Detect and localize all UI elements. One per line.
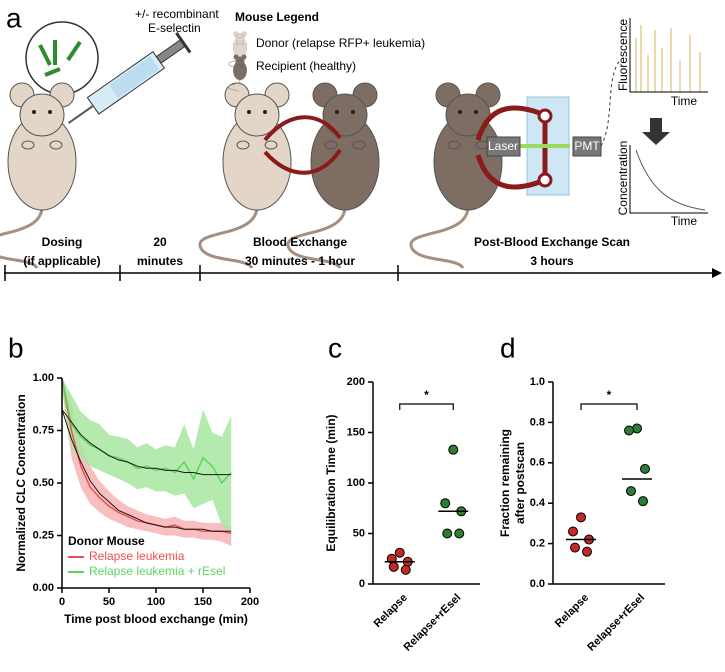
x-tick-label: Relapse+rEsel <box>402 592 464 654</box>
data-point <box>388 561 399 572</box>
phase-subtitle: (if applicable) <box>23 254 100 268</box>
y-tick-label: 100 <box>347 477 365 489</box>
y-tick-label: 1.0 <box>530 376 545 388</box>
x-tick-label: 100 <box>147 596 165 608</box>
y-tick-label: 200 <box>347 376 365 388</box>
legend-item: Donor (relapse RFP+ leukemia) <box>256 36 425 50</box>
significance-label: * <box>424 388 429 402</box>
cells-icon <box>38 40 82 77</box>
fluorescence-spikes <box>635 25 701 92</box>
x-tick-label: Relapse+rEsel <box>585 592 647 654</box>
legend-label: Relapse leukemia <box>89 549 185 563</box>
phase-title: Blood Exchange <box>253 235 347 249</box>
y-tick-label: 0.4 <box>530 497 546 509</box>
y-tick-label: 0.50 <box>33 477 54 489</box>
exchange-loop <box>263 115 342 142</box>
pmt-box <box>572 136 602 157</box>
panel-label: d <box>500 332 516 363</box>
data-point <box>394 547 405 558</box>
y-axis-label: Fraction remaining <box>498 429 512 537</box>
phase-title: Dosing <box>42 235 83 249</box>
signal-link <box>600 59 621 147</box>
mini-axis-label: Time <box>671 94 698 108</box>
mini-axis <box>629 18 708 93</box>
y-axis-label: Normalized CLC Concentration <box>14 394 28 571</box>
exchange-loop <box>263 148 342 175</box>
y-tick-label: 0 <box>359 578 365 590</box>
band <box>62 378 232 534</box>
x-tick-label: 50 <box>103 596 115 608</box>
x-tick-label: 0 <box>59 596 65 608</box>
data-point <box>582 546 592 557</box>
phase-title: 20 <box>153 235 167 249</box>
significance-bracket <box>580 403 638 410</box>
phase-subtitle: minutes <box>137 254 183 268</box>
phase-title: Post-Blood Exchange Scan <box>474 235 630 249</box>
fit-line <box>61 409 232 532</box>
legend-title: Donor Mouse <box>68 534 145 548</box>
x-axis-label: Time post blood exchange (min) <box>64 612 248 626</box>
y-tick-label: 0.0 <box>530 578 545 590</box>
y-tick-label: 150 <box>347 426 365 438</box>
x-tick-label: 150 <box>194 596 212 608</box>
y-axis-label: Equilibration Time (min) <box>324 414 338 551</box>
y-tick-label: 0.2 <box>530 538 545 550</box>
data-point <box>570 542 580 553</box>
panel-label: b <box>8 332 24 363</box>
data-point <box>626 486 636 497</box>
legend-title: Mouse Legend <box>235 10 319 24</box>
fit-line <box>61 409 232 476</box>
port <box>537 108 553 124</box>
data-point <box>576 512 586 523</box>
y-tick-label: 1.00 <box>33 372 54 384</box>
pmt-label: PMT <box>574 139 600 153</box>
mini-curve <box>635 149 706 211</box>
phase-subtitle: 30 minutes - 1 hour <box>245 254 355 268</box>
data-point <box>454 528 465 539</box>
data-point <box>440 498 451 509</box>
phase-subtitle: 3 hours <box>530 254 574 268</box>
band <box>62 378 232 546</box>
timeline-ticks <box>4 265 399 281</box>
mini-axis-label: Fluorescence <box>616 19 630 91</box>
schematic: a +/- recombinant E-selectin Mouse Legen… <box>0 2 722 281</box>
port <box>537 172 553 188</box>
y-tick-label: 0.6 <box>530 457 545 469</box>
x-tick-label: Relapse <box>553 592 591 630</box>
y-axis-label: after postscan <box>513 442 527 524</box>
dosing-note: E-selectin <box>148 21 201 35</box>
mini-axis-label: Time <box>671 214 698 228</box>
syringe <box>67 32 192 124</box>
data-point <box>638 496 648 507</box>
data-point <box>640 463 650 474</box>
y-tick-label: 50 <box>353 527 365 539</box>
y-tick-label: 0.25 <box>33 529 54 541</box>
laser-label: Laser <box>488 139 518 153</box>
data-point <box>448 444 459 455</box>
timeline-arrow <box>712 268 722 278</box>
legend-label: Relapse leukemia + rEsel <box>89 564 225 578</box>
mini-axis-label: Concentration <box>616 141 630 216</box>
laser-box <box>486 136 521 157</box>
y-tick-label: 0.00 <box>33 582 54 594</box>
significance-label: * <box>607 388 612 402</box>
x-tick-label: Relapse <box>372 592 410 630</box>
panel-label: c <box>328 332 342 363</box>
arrow <box>642 118 670 145</box>
data-point <box>400 564 411 575</box>
y-tick-label: 0.75 <box>33 424 54 436</box>
data-point <box>568 526 578 537</box>
data-point <box>442 528 453 539</box>
panel-label: a <box>6 2 22 33</box>
legend-item: Recipient (healthy) <box>256 59 356 73</box>
dosing-note: +/- recombinant <box>135 7 219 21</box>
mean-line <box>61 377 232 485</box>
mini-axis <box>629 145 708 214</box>
significance-bracket <box>399 403 454 410</box>
y-tick-label: 0.8 <box>530 416 545 428</box>
data-point <box>624 425 634 436</box>
x-tick-label: 200 <box>241 596 259 608</box>
